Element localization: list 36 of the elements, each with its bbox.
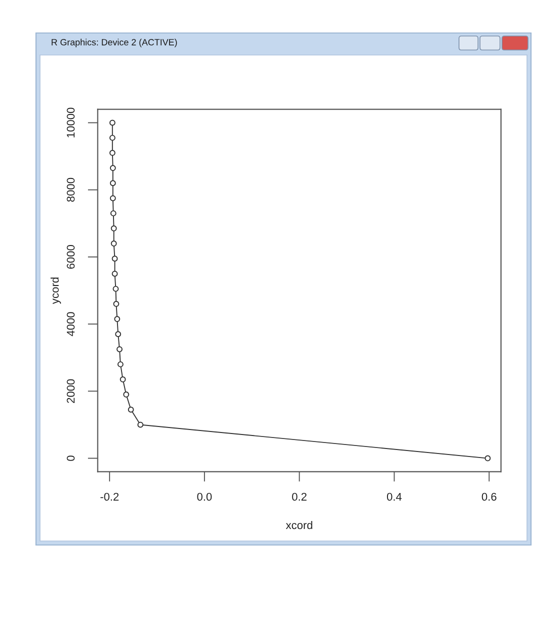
- point: [117, 361, 124, 368]
- x-tick-label: 0.0: [197, 492, 212, 501]
- point: [109, 120, 116, 126]
- point: [110, 240, 117, 247]
- point: [128, 406, 134, 413]
- y-tick-label: 8000: [66, 178, 75, 202]
- point: [110, 180, 116, 186]
- text: R Graphics: Device 2 (ACTIVE): [52, 38, 177, 48]
- point: [114, 316, 120, 322]
- point: [113, 300, 120, 307]
- point: [112, 286, 119, 292]
- x-tick-label: 0.2: [292, 492, 307, 501]
- x-tick-label: 0.4: [386, 492, 402, 501]
- point: [123, 392, 130, 398]
- point: [112, 270, 118, 277]
- y-tick-label: 6000: [66, 245, 75, 269]
- point: [112, 256, 118, 262]
- y-tick-label: 4000: [66, 312, 75, 336]
- point: [110, 195, 116, 202]
- point: [484, 455, 491, 462]
- point: [120, 376, 126, 382]
- y-tick-label: 10000: [66, 108, 75, 138]
- y-tick-label: 2000: [66, 379, 75, 403]
- x-tick-label: 0.6: [482, 492, 496, 501]
- point: [137, 422, 144, 428]
- point: [109, 134, 116, 141]
- x-tick-label: -0.2: [100, 492, 119, 501]
- y-tick-label: 0: [66, 456, 75, 461]
- point: [110, 165, 116, 172]
- y-axis-title: ycord: [50, 278, 61, 304]
- point: [110, 225, 117, 232]
- point: [115, 331, 122, 338]
- point: [110, 210, 116, 216]
- point: [109, 150, 116, 156]
- x-axis-title: xcord: [286, 520, 312, 530]
- point: [116, 346, 123, 352]
